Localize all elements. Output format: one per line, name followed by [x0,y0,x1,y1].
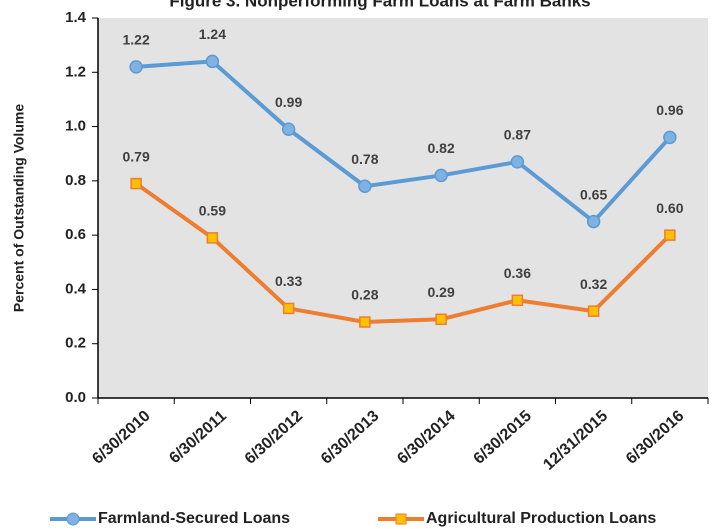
legend-marker [395,513,407,525]
series-line [135,59,672,225]
data-label: 0.32 [580,276,607,292]
x-tick-label: 6/30/2014 [394,407,458,467]
point [359,316,371,328]
data-label: 0.28 [351,287,378,303]
y-tick-label: 1.0 [65,118,86,135]
y-tick-label: 1.2 [65,63,86,80]
point [281,122,296,137]
data-label: 0.79 [123,148,150,164]
legend-label: Agricultural Production Loans [426,510,656,527]
data-label: 0.65 [580,186,607,202]
plot-area [98,18,708,398]
point [510,155,525,169]
point [358,179,372,194]
chart-title: Figure 3. Nonperforming Farm Loans at Fa… [169,0,590,10]
x-tick-label: 6/30/2016 [623,407,687,467]
y-tick-label: 1.4 [65,9,87,26]
data-label: 0.96 [656,102,683,118]
point [664,229,676,241]
x-tick-label: 6/30/2010 [89,407,153,467]
point [206,232,219,244]
data-label: 0.59 [199,203,226,219]
point [511,294,524,307]
data-label: 0.99 [275,94,302,110]
data-label: 0.36 [504,265,531,281]
data-label: 1.22 [123,32,150,48]
legend-marker [66,512,80,526]
data-label: 0.82 [428,140,455,156]
data-label: 0.33 [275,273,302,289]
point [435,313,447,326]
y-axis-label: Percent of Outstanding Volume [11,104,27,312]
point [130,177,142,190]
x-tick-label: 6/30/2012 [242,407,306,467]
legend-label: Farmland-Secured Loans [98,510,290,527]
point [129,60,143,74]
data-label: 1.24 [199,26,226,42]
point [434,168,448,183]
point [663,130,677,145]
point [205,54,220,69]
y-tick-label: 0.0 [65,389,86,406]
data-label: 0.87 [504,127,531,143]
y-tick-label: 0.8 [65,172,86,189]
point [282,302,295,315]
x-tick-label: 6/30/2015 [471,407,535,467]
x-tick-label: 12/31/2015 [540,407,611,473]
series-line [134,181,672,325]
data-label: 0.29 [428,284,455,300]
y-tick-label: 0.6 [65,226,86,243]
point [586,214,601,229]
data-label: 0.78 [351,151,378,167]
data-label: 0.60 [656,200,683,216]
y-tick-label: 0.2 [65,335,86,352]
x-tick-label: 6/30/2013 [318,407,382,467]
point [587,305,600,317]
x-tick-label: 6/30/2011 [166,407,230,467]
y-tick-label: 0.4 [65,280,87,297]
